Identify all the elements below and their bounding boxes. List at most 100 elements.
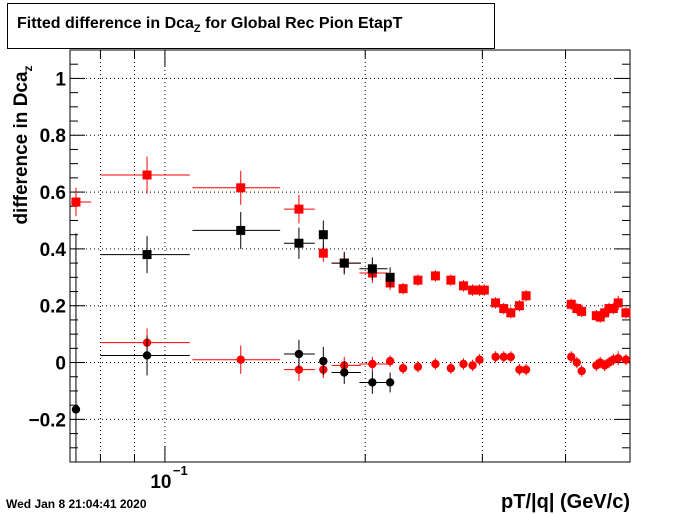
square-marker (474, 285, 484, 295)
data-point (577, 365, 586, 377)
data-point (479, 284, 489, 296)
data-point (572, 302, 582, 315)
circle-marker (499, 352, 508, 362)
square-marker (491, 298, 501, 308)
square-marker (236, 225, 246, 235)
square-marker (294, 204, 304, 214)
circle-marker (142, 351, 152, 360)
data-point (385, 267, 395, 288)
axis-ticks (70, 50, 630, 463)
plot-frame (69, 49, 631, 463)
data-point (331, 251, 361, 275)
data-point (459, 358, 468, 370)
square-marker (398, 284, 408, 294)
square-marker (608, 304, 618, 314)
square-marker (385, 272, 395, 282)
data-point (192, 211, 281, 249)
data-point (359, 356, 388, 372)
title-rest: for Global Rec Pion EtapT (200, 15, 403, 32)
circle-marker (572, 358, 582, 367)
square-marker (479, 285, 489, 295)
y-tick-label: 0.6 (40, 183, 66, 204)
grid-lines (70, 50, 630, 462)
circle-marker (71, 405, 81, 414)
data-point (621, 354, 631, 366)
square-marker (142, 250, 152, 260)
data-point (100, 156, 190, 194)
x-axis-label: pT/|q| (GeV/c) (501, 491, 630, 513)
data-point (284, 227, 315, 259)
chart-title: Fitted difference in DcaZ for Global Rec… (17, 15, 402, 35)
data-point (385, 372, 395, 393)
circle-marker (236, 355, 245, 364)
data-point (474, 284, 484, 296)
data-point (468, 359, 477, 372)
data-point (284, 339, 315, 369)
square-marker (71, 197, 81, 207)
data-point (506, 351, 516, 363)
data-point (499, 302, 509, 315)
square-marker (294, 238, 304, 248)
data-point (608, 302, 618, 315)
circle-marker (577, 366, 586, 376)
data-point (385, 355, 395, 367)
data-point (430, 270, 440, 282)
square-marker (142, 170, 152, 180)
square-marker (499, 304, 509, 314)
circle-marker (319, 356, 328, 366)
square-marker (514, 301, 524, 311)
square-marker (318, 248, 328, 258)
data-point (499, 351, 508, 363)
data-point (192, 170, 281, 205)
data-point (359, 257, 388, 281)
data-point (566, 298, 576, 310)
data-point (331, 361, 361, 384)
square-marker (621, 308, 631, 318)
square-marker (430, 271, 440, 281)
square-marker (318, 230, 328, 240)
x-tick-labels: 10 −1 (150, 463, 187, 493)
data-point (613, 295, 623, 310)
data-point (621, 307, 631, 319)
data-point (491, 297, 501, 309)
data-point (100, 335, 190, 376)
square-marker (458, 281, 468, 291)
circle-marker (368, 378, 377, 387)
circle-marker (521, 365, 531, 374)
circle-marker (431, 359, 440, 369)
square-marker (506, 308, 516, 318)
y-axis-label: difference in Dcaz (11, 65, 35, 224)
data-point (413, 361, 423, 373)
data-point (100, 236, 190, 274)
data-point (506, 307, 516, 319)
title-box: Fitted difference in DcaZ for Global Rec… (7, 3, 495, 49)
ylabel-main: difference in Dca (11, 71, 33, 225)
data-points (71, 156, 631, 462)
square-marker (236, 183, 246, 193)
square-marker (572, 304, 582, 314)
data-point (319, 346, 328, 376)
circle-marker (413, 362, 423, 372)
circle-marker (294, 349, 304, 359)
square-marker (339, 258, 349, 268)
y-tick-label: 0.4 (40, 240, 67, 261)
square-marker (613, 298, 623, 308)
circle-marker (614, 354, 623, 363)
timestamp: Wed Jan 8 21:04:41 2020 (6, 497, 147, 511)
data-point (514, 300, 524, 312)
title-subscript: Z (193, 23, 201, 36)
circle-marker (468, 361, 477, 370)
data-point (398, 362, 408, 374)
circle-marker (475, 355, 484, 364)
data-point (475, 354, 484, 366)
square-marker (413, 275, 423, 285)
circle-marker (459, 359, 468, 369)
square-marker (468, 285, 478, 295)
ylabel-subscript: z (20, 65, 35, 72)
circle-marker (398, 364, 408, 373)
data-point (71, 233, 81, 462)
circle-marker (294, 365, 304, 374)
data-point (515, 363, 524, 376)
y-tick-label: 0.2 (40, 297, 66, 318)
title-main: Fitted difference in Dca (17, 15, 194, 32)
